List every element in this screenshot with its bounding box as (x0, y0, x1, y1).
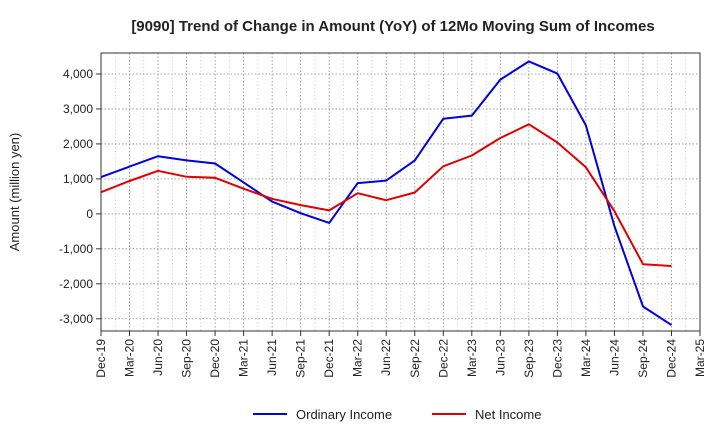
y-tick-label: 2,000 (63, 137, 93, 151)
y-tick-label: 0 (86, 207, 93, 221)
x-tick-label: Dec-23 (550, 339, 564, 378)
x-tick-label: Jun-23 (493, 339, 507, 376)
series-line-net-income (100, 123, 672, 267)
x-tick-label: Sep-21 (294, 339, 308, 378)
y-axis: 4,000 3,000 2,000 1,000 0 -1,000 -2,000 -3,000 (59, 67, 101, 326)
x-tick-label: Mar-20 (123, 339, 137, 377)
x-tick-label: Jun-24 (607, 339, 621, 376)
series-group (100, 60, 673, 326)
series-line-ordinary-income (100, 60, 673, 326)
y-tick-label: -1,000 (59, 242, 93, 256)
x-tick-label: Sep-20 (180, 339, 194, 378)
x-tick-label: Mar-22 (351, 339, 365, 377)
x-tick-label: Mar-25 (693, 339, 707, 377)
chart-title: [9090] Trend of Change in Amount (YoY) o… (131, 18, 654, 35)
x-tick-label: Jun-21 (265, 339, 279, 376)
legend-label-net-income: Net Income (475, 407, 541, 422)
y-axis-label: Amount (million yen) (7, 133, 22, 252)
x-axis: Dec-19 Mar-20 Jun-20 Sep-20 Dec-20 Mar-21 Jun-… (94, 331, 707, 378)
y-tick-label: 1,000 (63, 172, 93, 186)
x-tick-label: Mar-24 (579, 339, 593, 377)
y-tick-label: -3,000 (59, 312, 93, 326)
grid (101, 53, 700, 331)
x-tick-label: Sep-23 (522, 339, 536, 378)
x-tick-label: Jun-22 (379, 339, 393, 376)
y-tick-label: -2,000 (59, 277, 93, 291)
x-tick-label: Sep-22 (408, 339, 422, 378)
y-tick-label: 4,000 (63, 67, 93, 81)
x-tick-label: Mar-23 (465, 339, 479, 377)
x-tick-label: Dec-19 (94, 339, 108, 378)
x-tick-label: Dec-22 (436, 339, 450, 378)
x-tick-label: Mar-21 (237, 339, 251, 377)
plot-frame (100, 52, 701, 332)
x-tick-label: Dec-20 (208, 339, 222, 378)
legend: Ordinary Income Net Income (253, 407, 541, 422)
y-tick-label: 3,000 (63, 102, 93, 116)
x-tick-label: Sep-24 (636, 339, 650, 378)
x-tick-label: Jun-20 (151, 339, 165, 376)
x-tick-label: Dec-24 (664, 339, 678, 378)
legend-label-ordinary-income: Ordinary Income (296, 407, 392, 422)
x-tick-label: Dec-21 (322, 339, 336, 378)
